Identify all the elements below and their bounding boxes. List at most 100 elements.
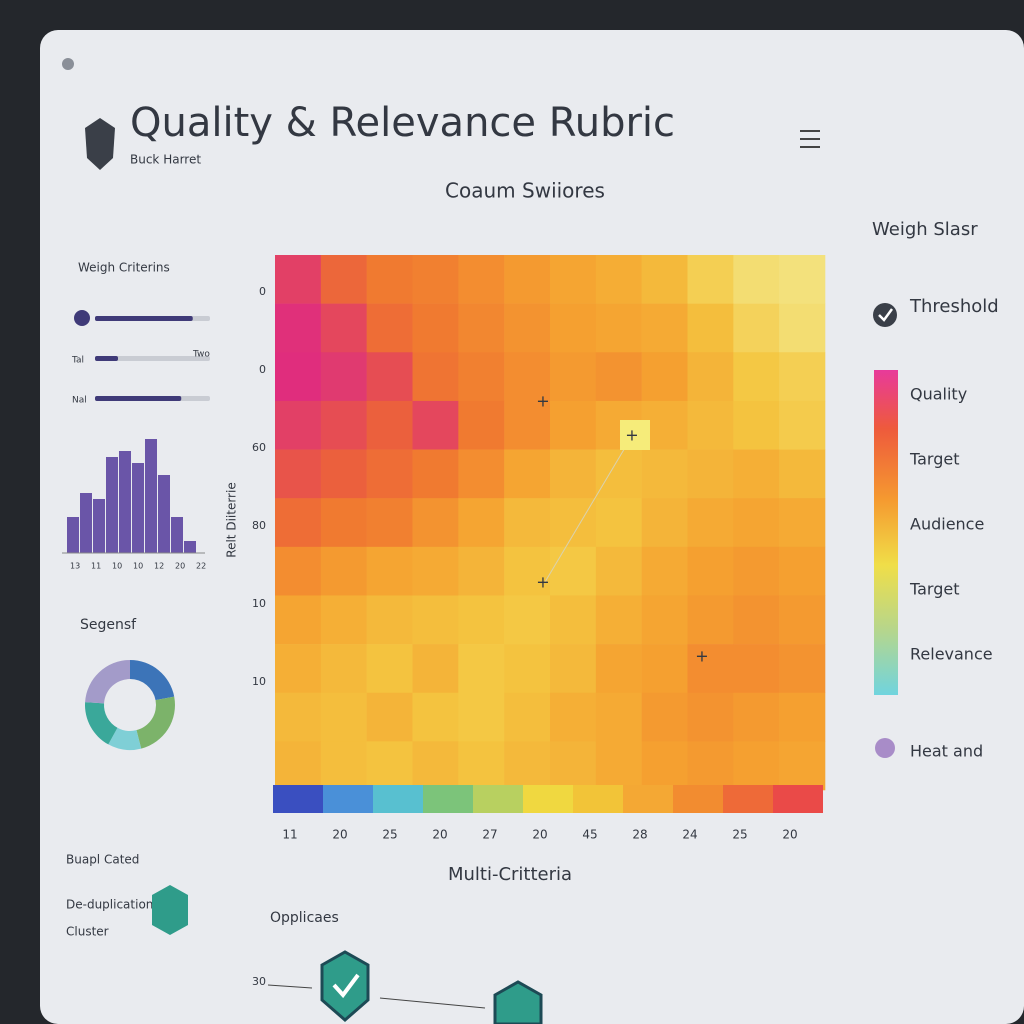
heat-cell [687,692,734,742]
cluster-label: Cluster [66,925,109,939]
histogram-bar [67,517,79,553]
donut-segment [85,660,130,704]
heat-cell [733,400,780,450]
slider-fill[interactable] [95,316,193,321]
legend-label: Relevance [910,645,993,664]
heat-cell [275,352,322,402]
heat-cell [412,546,459,596]
histogram-bar [132,463,144,553]
marker[interactable]: + [695,647,708,666]
footer-dot [875,738,895,758]
histogram-label: 11 [91,562,101,571]
heat-cell [641,546,688,596]
y-tick-label: 0 [259,363,266,376]
heat-cell [504,498,551,548]
colorbar-label: 25 [732,828,747,842]
heat-cell [687,255,734,304]
heat-cell [504,303,551,353]
highlight-cell [620,420,650,450]
histogram-bar [171,517,183,553]
heat-cell [641,644,688,694]
heat-cell [458,692,505,742]
heat-cell [412,741,459,791]
colorbar-segment [523,785,573,813]
y-tick-label: 60 [252,441,266,454]
marker: + [536,392,549,411]
heat-cell [412,400,459,450]
heat-cell [641,692,688,742]
heat-cell [320,741,367,791]
histogram-label: 22 [196,562,206,571]
heat-cell [779,303,826,353]
heat-cell [458,400,505,450]
heat-cell [641,449,688,499]
marker[interactable]: + [536,573,549,592]
slider-label: Nal [72,396,87,406]
menu-icon[interactable] [800,130,820,148]
heat-cell [641,595,688,645]
heat-cell [412,595,459,645]
heat-cell [595,498,642,548]
heat-cell [550,255,597,304]
histogram-label: 20 [175,562,185,571]
segments-title: Segensf [80,617,137,633]
bottom-left-title: Buapl Cated [66,853,139,867]
donut-segment [136,696,175,749]
donut-segment [108,727,142,751]
marker[interactable]: + [625,426,638,445]
heat-cell [275,303,322,353]
heat-cell [458,255,505,304]
heat-cell [504,644,551,694]
slider-knob[interactable] [74,310,90,326]
heat-cell [412,352,459,402]
heat-cell [779,644,826,694]
heat-cell [366,595,413,645]
heat-cell [275,692,322,742]
slider-fill[interactable] [95,396,182,401]
histogram-bar [80,493,92,553]
heat-cell [504,449,551,499]
heat-cell [550,692,597,742]
heat-cell [595,546,642,596]
heat-cell [779,741,826,791]
y-tick-label: 80 [252,519,266,532]
histogram-label: 13 [70,562,80,571]
donut-segment [85,702,118,745]
slider-label: Tal [71,356,84,366]
heat-cell [366,352,413,402]
heat-cell [595,595,642,645]
threshold-label: Threshold [909,296,999,317]
heat-cell [641,255,688,304]
heat-cell [733,498,780,548]
colorbar-label: 20 [532,828,547,842]
y-tick-label: 0 [259,285,266,298]
heat-cell [504,352,551,402]
dedup-label: De-duplication [66,898,153,912]
heatmap [275,255,826,791]
heat-cell [458,595,505,645]
heat-cell [733,255,780,304]
heat-cell [320,546,367,596]
app-title: Quality & Relevance Rubric [130,100,675,146]
y-axis-label: Relt Diiterrie [225,482,239,557]
colorbar-segment [723,785,773,813]
slider-fill[interactable] [95,356,118,361]
heat-cell [595,255,642,304]
histogram-bar [184,541,196,553]
shield-icon [493,980,543,1024]
heat-cell [779,352,826,402]
heat-cell [366,692,413,742]
heat-cell [550,498,597,548]
heat-cell [504,546,551,596]
threshold-check[interactable] [873,303,897,327]
colorbar-segment [423,785,473,813]
colorbar-segment [573,785,623,813]
heat-cell [412,449,459,499]
heat-cell [687,595,734,645]
heat-cell [275,595,322,645]
heat-cell [275,644,322,694]
connector [544,435,633,583]
heat-cell [504,255,551,304]
histogram-bar [93,499,105,553]
heat-cell [550,449,597,499]
